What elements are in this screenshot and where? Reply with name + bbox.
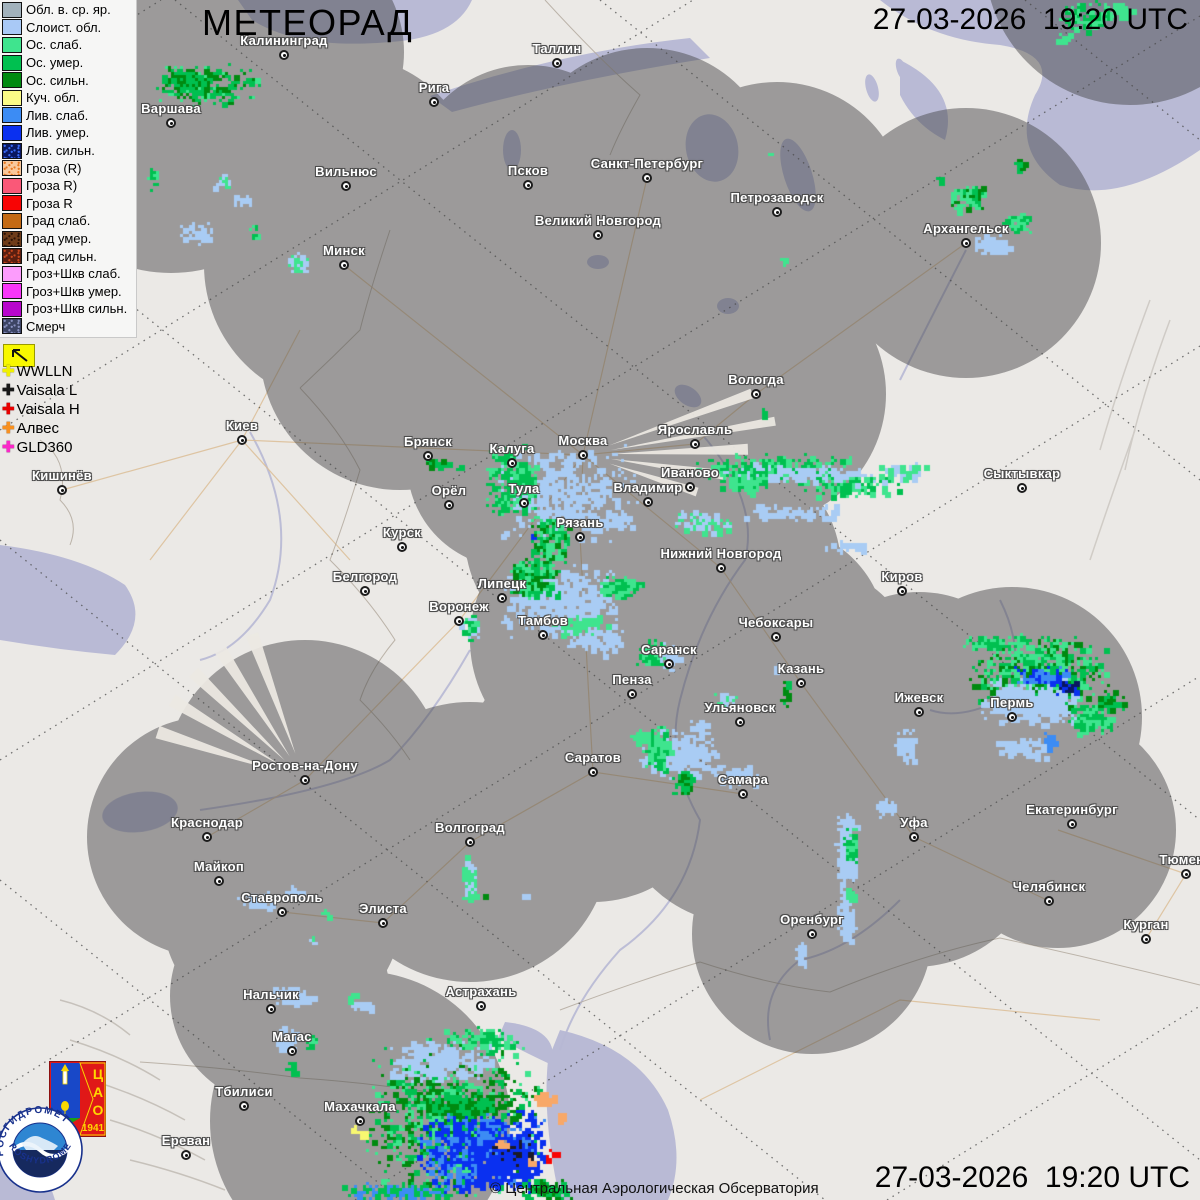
legend-swatch	[2, 212, 22, 229]
legend-item: Смерч	[2, 318, 136, 336]
legend-swatch	[2, 160, 22, 177]
legend-swatch	[2, 89, 22, 106]
lightning-legend-item: ✚ Vaisala H	[2, 400, 80, 419]
legend-label: Ос. умер.	[26, 55, 84, 71]
lightning-cross-icon: ✚	[2, 382, 15, 399]
legend-label: Гроз+Шкв слаб.	[26, 266, 121, 282]
legend-swatch	[2, 36, 22, 53]
lightning-cross-icon: ✚	[2, 439, 15, 456]
legend-item: Гроза (R)	[2, 159, 136, 177]
legend-item: Град слаб.	[2, 212, 136, 230]
legend-label: Слоист. обл.	[26, 19, 102, 35]
lightning-source-label: GLD360	[16, 439, 73, 456]
legend-label: Ос. слаб.	[26, 37, 83, 53]
lightning-cross-icon: ✚	[2, 420, 15, 437]
lightning-source-label: Алвес	[16, 420, 59, 437]
lightning-cross-icon: ✚	[2, 401, 15, 418]
page-title: МЕТЕОРАД	[202, 2, 414, 43]
cao-logo: Ц А О 1941	[49, 1061, 106, 1137]
legend-swatch	[2, 54, 22, 71]
tornado-arrow-icon	[12, 349, 28, 362]
legend-label: Смерч	[26, 318, 66, 334]
legend-label: Град умер.	[26, 231, 92, 247]
legend-swatch	[2, 124, 22, 141]
svg-text:Ц: Ц	[93, 1066, 104, 1082]
legend-item: Ос. умер.	[2, 54, 136, 72]
legend-label: Обл. в. ср. яр.	[26, 2, 111, 18]
legend-label: Куч. обл.	[26, 90, 80, 106]
legend-swatch	[2, 72, 22, 89]
legend-label: Гроза R)	[26, 178, 78, 194]
legend-swatch	[2, 283, 22, 300]
legend-swatch	[2, 1, 22, 18]
legend-swatch	[2, 265, 22, 282]
legend-swatch	[2, 142, 22, 159]
legend-label: Гроза (R)	[26, 160, 82, 176]
legend-label: Гроз+Шкв сильн.	[26, 301, 128, 317]
legend-label: Ос. сильн.	[26, 72, 89, 88]
legend-label: Лив. умер.	[26, 125, 90, 141]
datetime-bottom: 27-03-2026 19:20 UTC	[874, 1161, 1190, 1194]
legend-swatch	[2, 19, 22, 36]
legend-item: Ос. сильн.	[2, 71, 136, 89]
copyright: © Центральная Аэрологическая Обсерватори…	[490, 1180, 819, 1197]
legend-swatch	[2, 318, 22, 335]
legend-label: Гроз+Шкв умер.	[26, 283, 122, 299]
legend-label: Гроза R	[26, 195, 73, 211]
roshydromet-logo: РОСГИДРОМЕТ ROSHYDROMET	[0, 1104, 83, 1193]
precip-legend: Обл. в. ср. яр. Слоист. обл. Ос. слаб. Ос. …	[0, 0, 137, 339]
legend-swatch	[2, 248, 22, 265]
legend-item: Гроза R	[2, 195, 136, 213]
lightning-legend-item: ✚ Алвес	[2, 419, 80, 438]
lightning-legend-item: ✚ Vaisala L	[2, 381, 80, 400]
svg-text:1941: 1941	[82, 1123, 105, 1134]
legend-item: Гроза R)	[2, 177, 136, 195]
lightning-source-label: Vaisala H	[16, 401, 80, 418]
legend-swatch	[2, 300, 22, 317]
svg-text:А: А	[93, 1084, 103, 1100]
lightning-source-label: WWLLN	[16, 363, 73, 380]
lightning-legend-item: ✚ WWLLN	[2, 362, 80, 381]
legend-item: Град умер.	[2, 230, 136, 248]
legend-item: Гроз+Шкв умер.	[2, 283, 136, 301]
legend-swatch	[2, 230, 22, 247]
tornado-symbol	[3, 344, 35, 367]
legend-item: Лив. слаб.	[2, 107, 136, 125]
lightning-source-label: Vaisala L	[16, 382, 78, 399]
legend-swatch	[2, 195, 22, 212]
legend-label: Град слаб.	[26, 213, 91, 229]
legend-item: Лив. умер.	[2, 124, 136, 142]
legend-label: Лив. слаб.	[26, 107, 89, 123]
lightning-legend-item: ✚ GLD360	[2, 438, 80, 457]
legend-swatch	[2, 107, 22, 124]
legend-item: Слоист. обл.	[2, 19, 136, 37]
legend-item: Град сильн.	[2, 247, 136, 265]
legend-item: Ос. слаб.	[2, 36, 136, 54]
legend-item: Гроз+Шкв слаб.	[2, 265, 136, 283]
legend-label: Лив. сильн.	[26, 143, 95, 159]
legend-item: Лив. сильн.	[2, 142, 136, 160]
legend-swatch	[2, 177, 22, 194]
legend-item: Обл. в. ср. яр.	[2, 1, 136, 19]
legend-label: Град сильн.	[26, 248, 97, 264]
datetime-top: 27-03-2026 19:20 UTC	[872, 3, 1188, 36]
legend-item: Гроз+Шкв сильн.	[2, 300, 136, 318]
lightning-cross-icon: ✚	[2, 363, 15, 380]
lightning-legend: ✚ WWLLN ✚ Vaisala L ✚ Vaisala H ✚ Алвес ✚ GLD360	[2, 362, 80, 457]
legend-item: Куч. обл.	[2, 89, 136, 107]
svg-text:О: О	[93, 1102, 104, 1118]
